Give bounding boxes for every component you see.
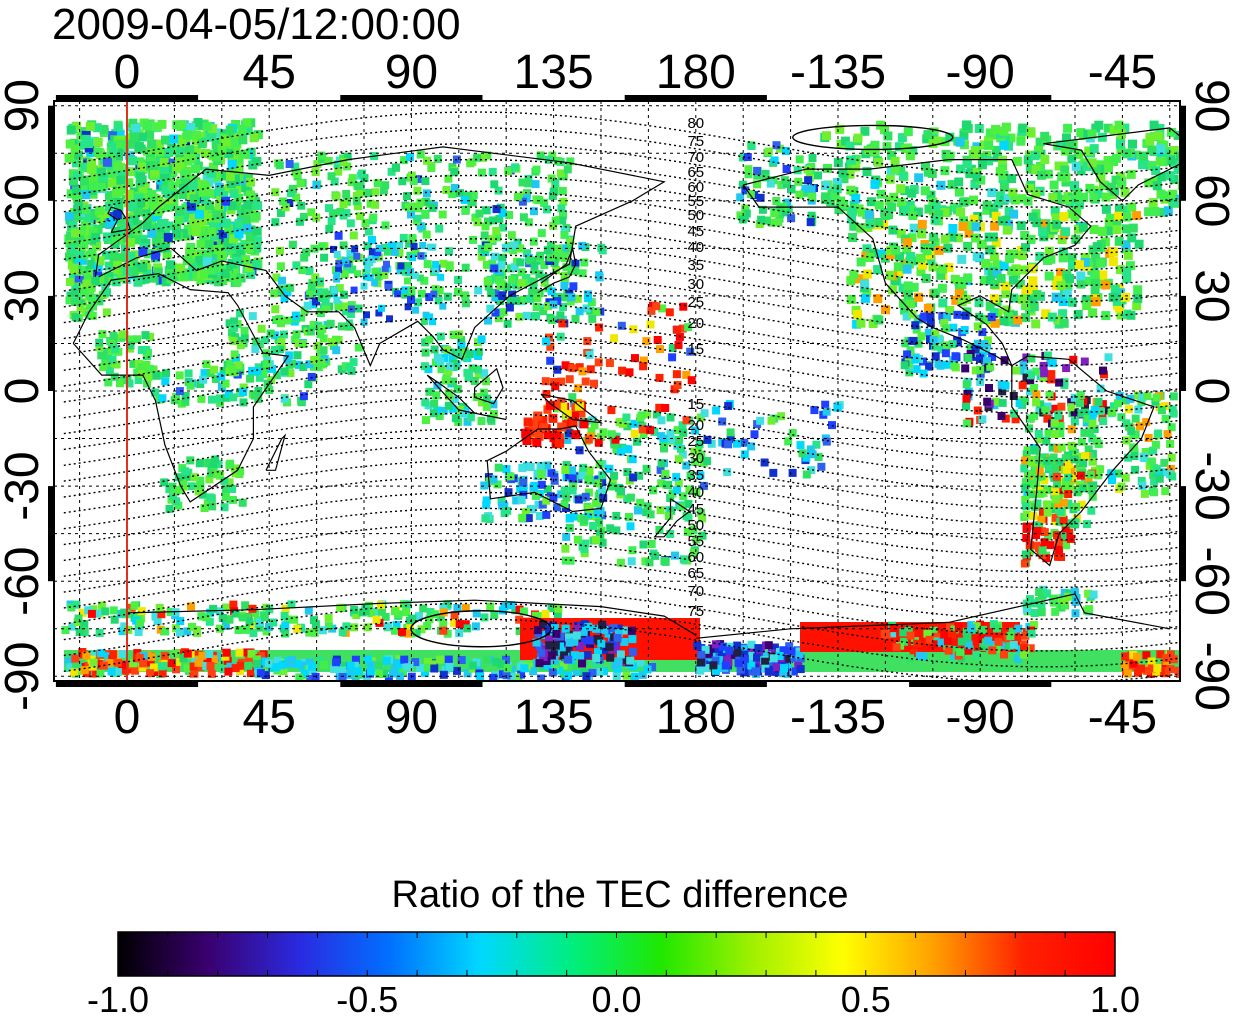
contour-label: 65 <box>687 164 704 181</box>
tec-data-layer <box>61 118 1180 681</box>
right-lat-label: 0 <box>1185 378 1238 405</box>
top-lon-label: 180 <box>656 46 736 99</box>
left-lat-label: 90 <box>0 79 49 132</box>
contour-label: 30 <box>687 276 704 293</box>
top-lon-label: 135 <box>514 46 594 99</box>
contour-label: 45 <box>687 501 704 518</box>
contour-label: 30 <box>687 450 704 467</box>
contour-label: 25 <box>687 294 704 311</box>
right-lat-label: 30 <box>1185 269 1238 322</box>
bottom-lon-label: 0 <box>114 691 141 744</box>
contour-label: 20 <box>687 315 704 332</box>
contour-label: 60 <box>687 549 704 566</box>
coastlines <box>72 127 1180 639</box>
top-lon-label: 0 <box>114 46 141 99</box>
contour-label: 35 <box>687 467 704 484</box>
contour-label: 75 <box>687 603 704 620</box>
map-title: 2009-04-05/12:00:00 <box>52 0 461 49</box>
contour-label: 40 <box>687 484 704 501</box>
colorbar-tick-label: 0.0 <box>591 979 642 1020</box>
bottom-lon-label: -90 <box>946 691 1015 744</box>
contour-label: 65 <box>687 565 704 582</box>
contour-label: 50 <box>687 207 704 224</box>
colorbar <box>117 931 1116 977</box>
magnetic-latitude-contours <box>63 111 1180 681</box>
left-lat-label: 60 <box>0 174 49 227</box>
contour-label: 75 <box>687 133 704 150</box>
left-lat-label: 30 <box>0 269 49 322</box>
right-lat-label: 90 <box>1185 79 1238 132</box>
top-lon-label: -135 <box>790 46 886 99</box>
top-lon-label: -45 <box>1088 46 1157 99</box>
contour-label: 55 <box>687 533 704 550</box>
top-lon-label: -90 <box>946 46 1015 99</box>
bottom-lon-label: -135 <box>790 691 886 744</box>
bottom-lon-label: -45 <box>1088 691 1157 744</box>
left-lat-label: -30 <box>0 451 49 520</box>
contour-label: 55 <box>687 193 704 210</box>
right-lat-label: -60 <box>1185 547 1238 616</box>
bottom-lon-label: 90 <box>385 691 438 744</box>
colorbar-tick-label: -1.0 <box>86 979 150 1020</box>
contour-label: 35 <box>687 257 704 274</box>
contour-label: 20 <box>687 417 704 434</box>
colorbar-ticks <box>167 932 1066 976</box>
left-lat-label: -60 <box>0 547 49 616</box>
bottom-lon-label: 135 <box>514 691 594 744</box>
contour-label: 80 <box>687 115 704 132</box>
contour-label: 70 <box>687 149 704 166</box>
bottom-lon-label: 180 <box>656 691 736 744</box>
left-lat-label: 0 <box>0 378 49 405</box>
right-lat-label: -30 <box>1185 451 1238 520</box>
colorbar-tick-label: 0.5 <box>840 979 891 1020</box>
top-lon-label: 45 <box>243 46 296 99</box>
map-frame <box>48 95 1186 687</box>
top-lon-label: 90 <box>385 46 438 99</box>
colorbar-tick-label: -0.5 <box>336 979 399 1020</box>
contour-label: 15 <box>687 396 704 413</box>
right-lat-label: -90 <box>1185 642 1238 711</box>
bottom-lon-label: 45 <box>243 691 296 744</box>
contour-label: 25 <box>687 433 704 450</box>
right-lat-label: 60 <box>1185 174 1238 227</box>
contour-label: 40 <box>687 239 704 256</box>
contour-label: 15 <box>687 341 704 358</box>
colorbar-tick-label: 1.0 <box>1089 979 1141 1020</box>
left-lat-label: -90 <box>0 642 49 711</box>
contour-label: 50 <box>687 517 704 534</box>
contour-label: 45 <box>687 223 704 240</box>
contour-label: 60 <box>687 179 704 196</box>
axis-labels: 0 45 90 135 180 -135 -90 -450 45 90 135 180 -135 -90-… <box>0 46 1238 744</box>
colorbar-title: Ratio of the TEC difference <box>391 874 849 916</box>
contour-label: 70 <box>687 583 704 600</box>
